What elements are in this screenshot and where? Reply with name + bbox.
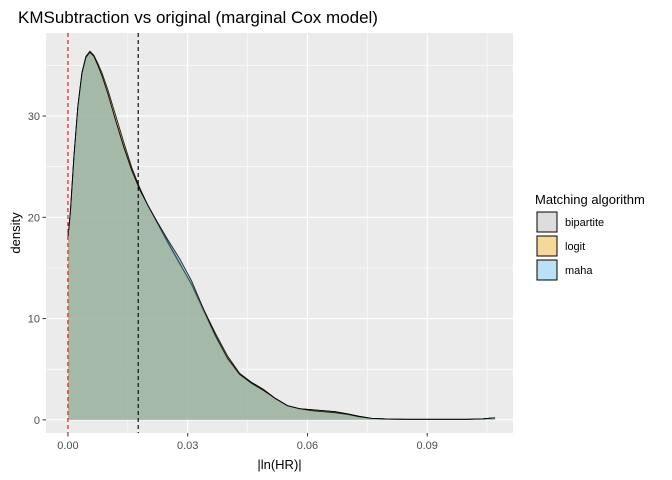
legend-label-logit: logit [565,241,585,253]
density-series [67,50,496,420]
y-tick-label-0: 0 [34,415,40,427]
y-tick-label-3: 30 [28,111,40,123]
legend-key-bg-maha [536,259,558,281]
y-tick-labels: 0 10 20 30 [28,111,40,427]
x-tick-label-3: 0.09 [416,440,437,452]
y-tick-label-2: 20 [28,212,40,224]
legend-key-bg-logit [536,235,558,257]
legend-label-maha: maha [565,265,593,277]
legend: Matching algorithm bipartite logit maha [535,192,645,281]
axis-ticks [42,115,428,437]
density-area-bipartite [67,52,496,420]
y-tick-label-1: 10 [28,314,40,326]
legend-label-bipartite: bipartite [565,217,604,229]
x-tick-labels: 0.00 0.03 0.06 0.09 [57,440,438,452]
legend-title: Matching algorithm [535,192,645,207]
chart-title: KMSubtraction vs original (marginal Cox … [18,8,378,27]
density-line-maha [67,51,496,420]
x-axis-label: |ln(HR)| [257,457,301,472]
legend-key-bg-bipartite [536,211,558,233]
x-tick-label-2: 0.06 [297,440,318,452]
x-tick-label-1: 0.03 [177,440,198,452]
legend-swatch-logit [536,235,558,257]
plot-panel [46,33,513,433]
density-area-maha [67,52,496,420]
legend-swatch-maha [536,259,558,281]
reference-lines [67,33,139,433]
density-area-logit [67,51,496,420]
minor-gridlines [46,33,513,433]
legend-swatch-bipartite [536,211,558,233]
x-tick-label-0: 0.00 [57,440,78,452]
y-axis-label: density [8,212,23,254]
legend-entries: bipartite logit maha [536,211,604,281]
